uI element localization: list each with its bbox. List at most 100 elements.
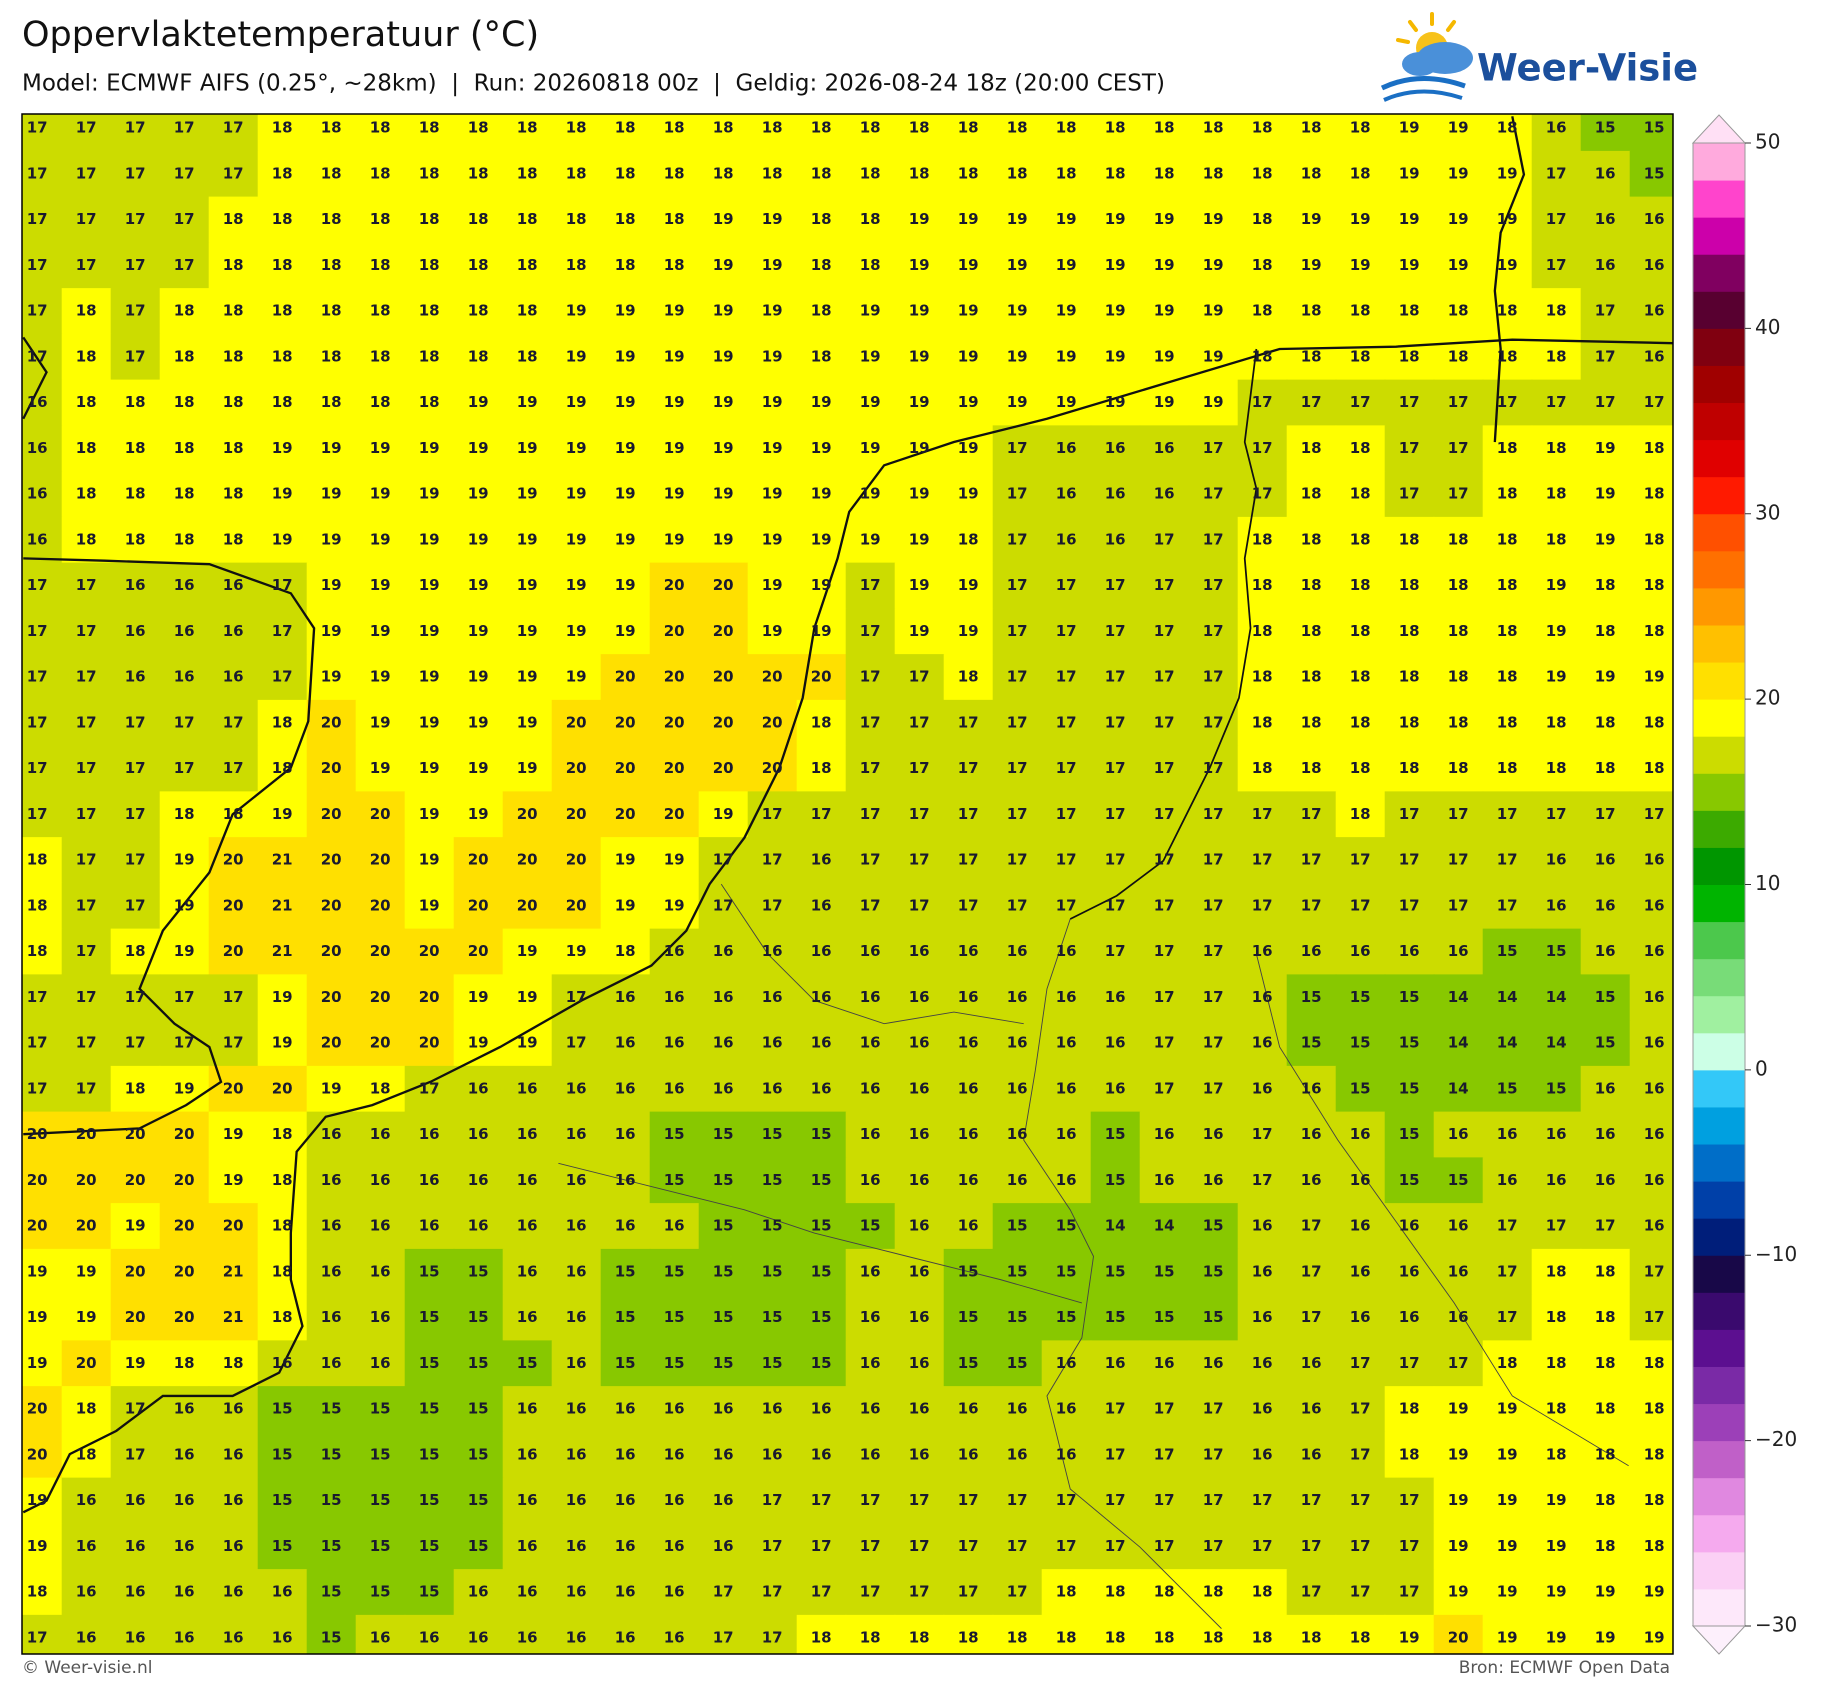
value-label: 20 xyxy=(713,713,734,731)
field-cell xyxy=(453,791,504,838)
value-label: 18 xyxy=(1497,530,1518,548)
value-label: 19 xyxy=(860,439,881,457)
field-cell xyxy=(1433,242,1484,289)
value-label: 18 xyxy=(1399,302,1420,320)
value-label: 16 xyxy=(1252,1262,1273,1280)
value-label: 15 xyxy=(1497,1079,1518,1097)
colorbar-segment xyxy=(1693,1514,1745,1553)
colorbar-segment xyxy=(1693,143,1745,181)
value-label: 17 xyxy=(1056,668,1077,686)
value-label: 18 xyxy=(419,256,440,274)
field-cell xyxy=(1139,471,1190,518)
field-cell xyxy=(698,654,749,701)
value-label: 18 xyxy=(1154,164,1175,182)
value-label: 18 xyxy=(1448,668,1469,686)
value-label: 17 xyxy=(1595,1217,1616,1235)
value-label: 19 xyxy=(762,302,783,320)
field-cell xyxy=(1580,654,1631,701)
value-label: 15 xyxy=(1546,1079,1567,1097)
value-label: 20 xyxy=(321,896,342,914)
field-cell xyxy=(600,699,651,747)
field-cell xyxy=(943,791,994,838)
field-cell xyxy=(1188,288,1239,335)
value-label: 19 xyxy=(370,713,391,731)
value-label: 18 xyxy=(1399,576,1420,594)
value-label: 17 xyxy=(1105,1491,1126,1509)
field-cell xyxy=(159,242,210,289)
value-label: 17 xyxy=(1595,805,1616,823)
field-cell xyxy=(649,791,700,838)
colorbar-extend-bottom xyxy=(1691,1625,1747,1655)
value-label: 19 xyxy=(468,988,489,1006)
value-label: 16 xyxy=(909,1354,930,1372)
colorbar-segment xyxy=(1693,1292,1745,1330)
field-cell xyxy=(1384,425,1435,472)
value-label: 19 xyxy=(517,576,538,594)
field-cell xyxy=(747,654,798,701)
value-label: 16 xyxy=(811,942,832,960)
colorbar-tick-label: 0 xyxy=(1755,1056,1768,1080)
value-label: 18 xyxy=(566,256,587,274)
field-cell xyxy=(1580,608,1631,655)
value-label: 18 xyxy=(517,347,538,365)
value-label: 16 xyxy=(517,1125,538,1143)
value-label: 16 xyxy=(1105,988,1126,1006)
value-label: 20 xyxy=(223,942,244,960)
value-label: 18 xyxy=(223,530,244,548)
field-cell xyxy=(1482,379,1533,426)
value-label: 18 xyxy=(321,393,342,411)
value-label: 16 xyxy=(566,1308,587,1326)
value-label: 16 xyxy=(860,988,881,1006)
value-label: 19 xyxy=(370,530,391,548)
value-label: 18 xyxy=(1546,485,1567,503)
value-label: 16 xyxy=(958,1079,979,1097)
value-label: 17 xyxy=(76,622,97,640)
value-label: 16 xyxy=(174,1537,195,1555)
field-cell xyxy=(1384,196,1435,243)
value-label: 18 xyxy=(125,530,146,548)
value-label: 18 xyxy=(1154,1628,1175,1646)
value-label: 15 xyxy=(272,1491,293,1509)
value-label: 18 xyxy=(1546,530,1567,548)
value-label: 18 xyxy=(1595,1354,1616,1372)
field-cell xyxy=(600,562,651,609)
value-label: 17 xyxy=(1203,668,1224,686)
value-label: 16 xyxy=(860,1308,881,1326)
field-cell xyxy=(1286,699,1337,747)
value-label: 16 xyxy=(566,1125,587,1143)
value-label: 18 xyxy=(27,851,48,869)
field-cell xyxy=(22,791,63,838)
value-label: 17 xyxy=(1252,851,1273,869)
value-label: 19 xyxy=(1056,302,1077,320)
value-label: 18 xyxy=(615,256,636,274)
field-cell xyxy=(453,745,504,792)
value-label: 18 xyxy=(1301,713,1322,731)
value-label: 15 xyxy=(762,1125,783,1143)
value-label: 15 xyxy=(468,1537,489,1555)
value-label: 19 xyxy=(517,530,538,548)
value-label: 17 xyxy=(958,1583,979,1601)
value-label: 18 xyxy=(370,1079,391,1097)
value-label: 17 xyxy=(1301,805,1322,823)
field-cell xyxy=(600,425,651,472)
field-cell xyxy=(1482,196,1533,243)
value-label: 15 xyxy=(419,1308,440,1326)
field-cell xyxy=(649,333,700,381)
value-label: 21 xyxy=(272,896,293,914)
value-label: 17 xyxy=(909,1537,930,1555)
field-cell xyxy=(1335,425,1386,472)
field-cell xyxy=(992,654,1043,701)
field-cell xyxy=(61,150,112,198)
value-label: 15 xyxy=(1301,988,1322,1006)
value-label: 17 xyxy=(909,668,930,686)
value-label: 16 xyxy=(615,1583,636,1601)
value-label: 16 xyxy=(762,988,783,1006)
field-cell xyxy=(845,791,896,838)
field-cell xyxy=(1531,288,1582,335)
value-label: 18 xyxy=(1497,759,1518,777)
value-label: 18 xyxy=(1448,347,1469,365)
value-label: 17 xyxy=(27,164,48,182)
value-label: 19 xyxy=(860,347,881,365)
value-label: 16 xyxy=(811,1034,832,1052)
